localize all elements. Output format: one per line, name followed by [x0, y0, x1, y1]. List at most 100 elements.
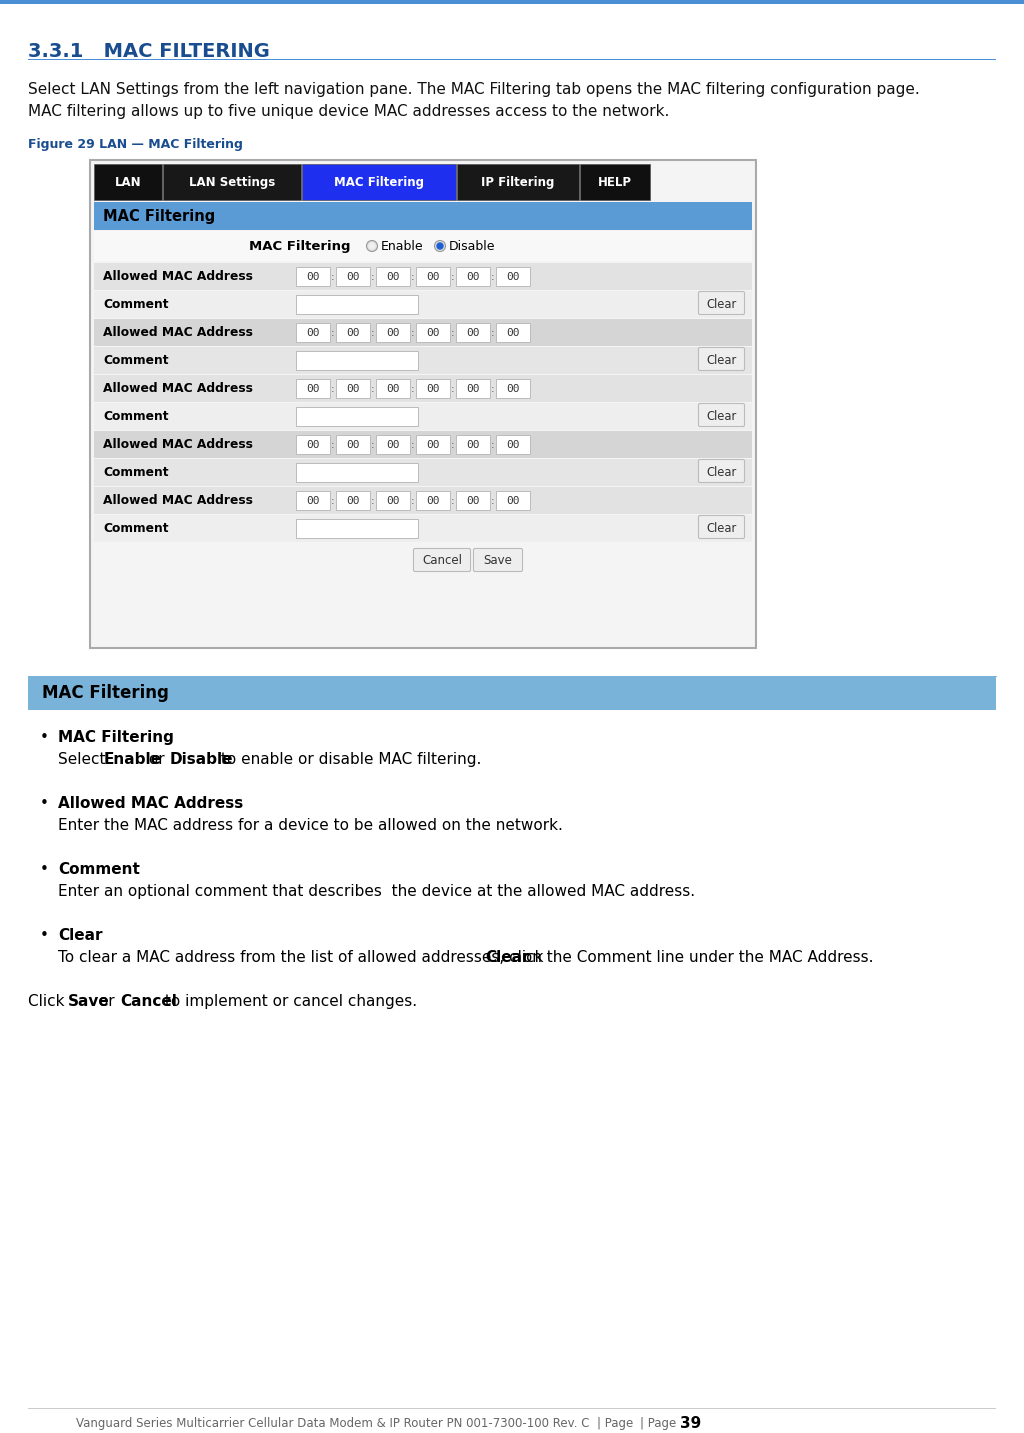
Text: :: : — [490, 271, 495, 281]
Text: •: • — [40, 863, 49, 877]
Text: or: or — [143, 752, 169, 767]
Text: Cancel: Cancel — [120, 995, 177, 1009]
Bar — [376, 322, 410, 342]
Bar — [456, 322, 490, 342]
Text: Comment: Comment — [103, 522, 169, 535]
Bar — [376, 492, 410, 510]
Text: Click: Click — [28, 995, 70, 1009]
Text: 00: 00 — [346, 271, 359, 281]
Text: Clear: Clear — [707, 354, 736, 367]
Text: •: • — [40, 795, 49, 811]
Text: 00: 00 — [306, 440, 319, 450]
Text: MAC Filtering: MAC Filtering — [42, 684, 169, 702]
Text: Save: Save — [68, 995, 110, 1009]
Text: 00: 00 — [386, 496, 399, 506]
Text: Clear: Clear — [707, 410, 736, 423]
Text: :: : — [451, 271, 455, 281]
Bar — [457, 163, 579, 201]
Text: 00: 00 — [386, 328, 399, 338]
Bar — [0, 0, 1024, 4]
Text: 00: 00 — [306, 384, 319, 394]
Text: Figure 29 LAN — MAC Filtering: Figure 29 LAN — MAC Filtering — [28, 138, 243, 150]
Text: 00: 00 — [386, 384, 399, 394]
Text: 00: 00 — [426, 440, 439, 450]
Text: 00: 00 — [506, 328, 520, 338]
Text: 3.3.1   MAC FILTERING: 3.3.1 MAC FILTERING — [28, 42, 270, 62]
Text: Select LAN Settings from the left navigation pane. The MAC Filtering tab opens t: Select LAN Settings from the left naviga… — [28, 82, 920, 97]
Bar — [496, 267, 530, 287]
Text: Clear: Clear — [58, 929, 102, 943]
Text: Save: Save — [483, 553, 512, 566]
Text: Allowed MAC Address: Allowed MAC Address — [103, 269, 253, 282]
Text: Clear: Clear — [707, 298, 736, 311]
FancyBboxPatch shape — [698, 516, 744, 539]
Text: MAC Filtering: MAC Filtering — [334, 175, 424, 189]
Text: 00: 00 — [386, 271, 399, 281]
Bar — [296, 378, 330, 398]
Text: Comment: Comment — [58, 863, 140, 877]
Text: to implement or cancel changes.: to implement or cancel changes. — [160, 995, 417, 1009]
FancyBboxPatch shape — [698, 291, 744, 314]
Text: IP Filtering: IP Filtering — [481, 175, 555, 189]
Text: 00: 00 — [306, 271, 319, 281]
Text: on the Comment line under the MAC Address.: on the Comment line under the MAC Addres… — [518, 950, 873, 964]
Text: :: : — [451, 328, 455, 338]
Text: MAC filtering allows up to five unique device MAC addresses access to the networ: MAC filtering allows up to five unique d… — [28, 105, 670, 119]
Text: Allowed MAC Address: Allowed MAC Address — [58, 795, 244, 811]
Text: •: • — [40, 929, 49, 943]
Text: 00: 00 — [306, 496, 319, 506]
Text: To clear a MAC address from the list of allowed addresses, click: To clear a MAC address from the list of … — [58, 950, 549, 964]
Bar — [296, 407, 418, 426]
Text: :: : — [411, 496, 415, 506]
Text: :: : — [451, 384, 455, 394]
Text: •: • — [40, 729, 49, 745]
Text: 00: 00 — [466, 328, 480, 338]
Text: :: : — [411, 328, 415, 338]
Text: :: : — [371, 384, 375, 394]
Text: 00: 00 — [466, 496, 480, 506]
Text: Enable: Enable — [104, 752, 162, 767]
Bar — [580, 163, 650, 201]
Text: :: : — [331, 496, 335, 506]
Text: :: : — [490, 496, 495, 506]
Bar — [336, 436, 370, 454]
Bar — [296, 519, 418, 537]
Bar — [496, 378, 530, 398]
Text: :: : — [490, 440, 495, 450]
Bar — [496, 322, 530, 342]
Bar — [416, 267, 450, 287]
Text: :: : — [451, 440, 455, 450]
Bar — [456, 436, 490, 454]
Text: Enter the MAC address for a device to be allowed on the network.: Enter the MAC address for a device to be… — [58, 818, 563, 833]
Bar — [94, 231, 752, 261]
Text: to enable or disable MAC filtering.: to enable or disable MAC filtering. — [216, 752, 481, 767]
Bar — [456, 267, 490, 287]
Bar — [94, 514, 752, 542]
Bar — [302, 163, 456, 201]
Bar — [336, 378, 370, 398]
Text: Disable: Disable — [170, 752, 233, 767]
Text: | Page: | Page — [640, 1417, 680, 1430]
Bar — [94, 163, 162, 201]
Text: Disable: Disable — [449, 239, 496, 252]
FancyBboxPatch shape — [698, 460, 744, 483]
Text: Allowed MAC Address: Allowed MAC Address — [103, 383, 253, 396]
Text: 00: 00 — [346, 384, 359, 394]
Text: 00: 00 — [426, 496, 439, 506]
Bar — [94, 291, 752, 318]
Text: 00: 00 — [506, 271, 520, 281]
Text: 00: 00 — [506, 496, 520, 506]
Text: :: : — [451, 496, 455, 506]
Bar — [296, 463, 418, 481]
Bar — [456, 492, 490, 510]
Text: Allowed MAC Address: Allowed MAC Address — [103, 438, 253, 451]
Bar — [90, 160, 756, 648]
Text: 00: 00 — [346, 496, 359, 506]
FancyBboxPatch shape — [698, 347, 744, 371]
Bar — [336, 322, 370, 342]
Text: 00: 00 — [346, 440, 359, 450]
Bar — [336, 492, 370, 510]
Text: :: : — [371, 496, 375, 506]
Bar — [296, 295, 418, 314]
Text: Vanguard Series Multicarrier Cellular Data Modem & IP Router PN 001-7300-100 Rev: Vanguard Series Multicarrier Cellular Da… — [76, 1417, 637, 1430]
